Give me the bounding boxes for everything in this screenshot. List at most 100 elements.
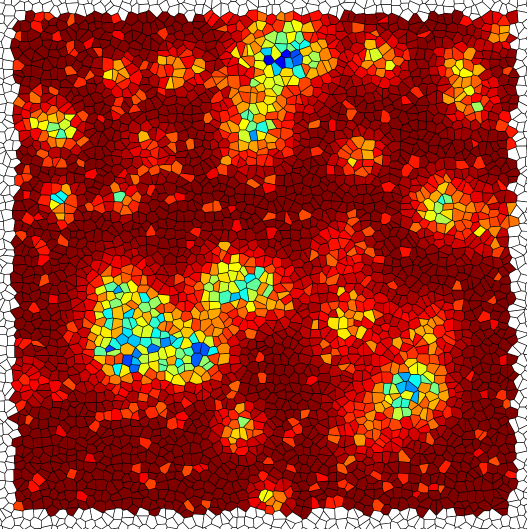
- cell: [512, 298, 527, 309]
- cell: [0, 194, 5, 204]
- cell: [91, 525, 102, 529]
- cell: [228, 344, 242, 357]
- cell: [118, 520, 129, 529]
- cell: [0, 147, 6, 155]
- cell: [352, 369, 363, 382]
- cell: [382, 301, 390, 315]
- cell: [2, 526, 12, 529]
- cell: [317, 282, 330, 295]
- cell: [398, 350, 409, 363]
- cell: [0, 2, 6, 15]
- cell: [0, 525, 3, 529]
- cell: [4, 102, 15, 116]
- cell: [326, 24, 337, 36]
- cell: [5, 345, 15, 358]
- cell: [0, 229, 6, 240]
- cell: [417, 120, 428, 131]
- cell: [32, 437, 43, 449]
- cell: [101, 525, 112, 529]
- cell: [229, 253, 240, 264]
- cell: [24, 525, 35, 529]
- cell: [340, 369, 354, 380]
- cell: [486, 524, 498, 529]
- cell: [4, 469, 15, 482]
- cell: [344, 521, 357, 529]
- cell: [391, 257, 401, 268]
- cell: [467, 468, 481, 480]
- cell: [521, 18, 527, 30]
- cell: [398, 461, 412, 475]
- cell: [494, 406, 506, 415]
- cell: [323, 143, 335, 155]
- cell: [47, 293, 59, 304]
- cell: [65, 73, 79, 86]
- cell: [381, 371, 394, 384]
- cell: [0, 150, 7, 165]
- cell: [327, 118, 337, 132]
- cell: [249, 92, 258, 104]
- cell: [307, 301, 322, 314]
- cell: [380, 522, 391, 529]
- cell: [66, 526, 73, 529]
- cell: [434, 36, 444, 49]
- cell: [447, 387, 457, 398]
- cell: [355, 183, 368, 195]
- cell: [516, 3, 527, 13]
- cell: [38, 418, 49, 430]
- cell: [415, 296, 428, 311]
- cell: [518, 38, 527, 51]
- cell: [442, 0, 455, 8]
- cell: [362, 159, 375, 167]
- cell: [390, 0, 402, 6]
- cell: [453, 0, 465, 5]
- cell: [327, 472, 337, 483]
- cell: [270, 526, 282, 529]
- cell: [0, 263, 3, 274]
- cell: [275, 210, 286, 222]
- cell: [522, 211, 527, 221]
- cell: [151, 428, 161, 437]
- cell: [291, 521, 304, 529]
- cell: [51, 524, 59, 529]
- cell: [55, 324, 68, 337]
- cell: [523, 219, 527, 225]
- cell: [1, 59, 14, 70]
- cell: [120, 452, 132, 465]
- cell: [40, 524, 53, 529]
- cell: [523, 308, 527, 322]
- cell: [0, 310, 5, 322]
- cell: [153, 523, 168, 529]
- cell: [73, 172, 86, 184]
- cell: [514, 415, 527, 430]
- cell: [176, 237, 187, 249]
- cell: [0, 47, 5, 59]
- cell: [20, 31, 29, 42]
- cell: [457, 491, 468, 503]
- cell: [237, 524, 250, 529]
- cell: [401, 407, 412, 418]
- cell: [128, 132, 140, 144]
- cell: [328, 523, 339, 529]
- cell: [56, 523, 69, 529]
- cell: [469, 190, 484, 204]
- cell: [12, 254, 27, 266]
- cell: [280, 520, 291, 529]
- cell: [524, 320, 527, 328]
- cell: [325, 164, 336, 176]
- cell: [353, 526, 362, 529]
- cell: [370, 352, 381, 368]
- cell: [122, 0, 132, 5]
- cell: [524, 48, 527, 55]
- cell: [421, 0, 430, 4]
- cell: [443, 47, 454, 61]
- cell: [155, 91, 167, 104]
- cell: [486, 129, 499, 143]
- cell: [3, 218, 16, 233]
- cell: [208, 290, 220, 303]
- cell: [204, 523, 221, 529]
- cell: [426, 523, 437, 529]
- cell: [265, 111, 279, 120]
- cell: [435, 525, 444, 529]
- cell: [392, 486, 403, 499]
